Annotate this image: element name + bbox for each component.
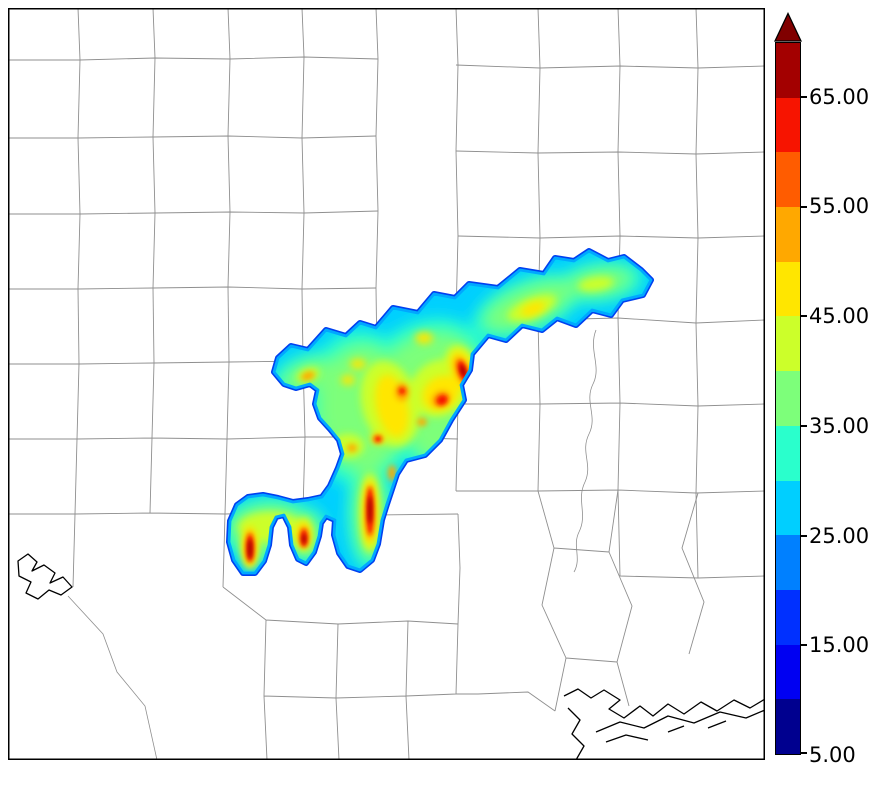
county-lines-nw-horizontal: [8, 56, 379, 365]
colorbar-segment: [776, 261, 800, 317]
small-island-2: [667, 725, 685, 733]
bay-inlet: [567, 707, 585, 760]
colorbar-segment: [776, 425, 800, 481]
colorbar-tick-label: 65.00: [809, 85, 870, 109]
gulf-shoreline: [563, 688, 765, 719]
county-lines-north-mid-horizontal: [455, 64, 765, 324]
border-river-line: [67, 595, 158, 760]
colorbar-segment: [776, 699, 800, 754]
colorbar-segment: [776, 535, 800, 590]
colorbar-tick: [801, 206, 807, 208]
colorbar-segment: [776, 480, 800, 536]
small-island-1: [605, 734, 649, 743]
county-lines-south-central: [222, 513, 478, 760]
contour-field: [222, 251, 651, 573]
small-island-3: [707, 720, 727, 729]
barrier-island: [595, 709, 765, 733]
colorbar-segment: [776, 97, 800, 153]
colorbar-tick-label: 25.00: [809, 524, 870, 548]
colorbar-tick-label: 45.00: [809, 304, 870, 328]
lake-squiggle: [17, 553, 73, 600]
coastline: [17, 553, 765, 760]
colorbar-tick-label: 15.00: [809, 633, 870, 657]
colorbar-segment: [776, 152, 800, 208]
colorbar-segment: [776, 371, 800, 426]
map-canvas: [8, 8, 765, 760]
map-plot-area: [8, 8, 765, 760]
colorbar-segment: [776, 644, 800, 700]
county-lines-west-mid: [8, 358, 459, 588]
colorbar: [775, 42, 801, 755]
colorbar-tick-label: 5.00: [809, 743, 856, 767]
colorbar-tick: [801, 752, 807, 754]
contour-layer-65-70: [247, 365, 466, 559]
colorbar-tick-label: 35.00: [809, 414, 870, 438]
contour-fill: [229, 251, 651, 573]
colorbar-segment: [776, 43, 800, 98]
colorbar-extend-triangle: [774, 12, 802, 42]
colorbar-tick: [801, 96, 807, 98]
colorbar-tick: [801, 425, 807, 427]
colorbar-tick: [801, 535, 807, 537]
colorbar-arrow: [774, 12, 802, 42]
colorbar-tick: [801, 315, 807, 317]
colorbar-tick: [801, 644, 807, 646]
colorbar-segment: [776, 207, 800, 262]
colorbar-segment: [776, 316, 800, 372]
river-line: [573, 329, 597, 573]
county-lines-southeast: [477, 489, 705, 712]
colorbar-tick-label: 55.00: [809, 194, 870, 218]
county-lines-nw-vertical: [77, 8, 379, 365]
colorbar-segment: [776, 589, 800, 645]
plot-frame: [8, 8, 765, 760]
